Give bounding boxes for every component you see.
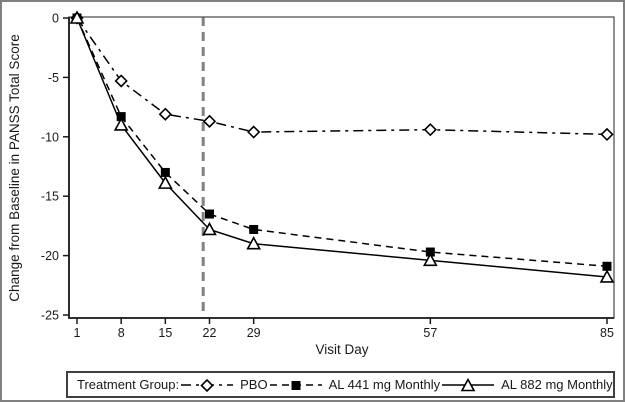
x-tick-label: 8 (118, 326, 125, 340)
legend-key-pbo (181, 378, 234, 392)
y-tick-label: -20 (41, 249, 59, 263)
axis-lines (68, 17, 614, 319)
triangle-marker (422, 252, 438, 267)
diamond-marker (200, 378, 214, 392)
legend-label-pbo: PBO (240, 377, 268, 392)
legend-entry-al-882-mg-monthly: AL 882 mg Monthly (440, 377, 613, 393)
series-line-al-441-mg-monthly (76, 17, 608, 268)
y-axis-title: Change from Baseline in PANSS Total Scor… (7, 34, 22, 301)
triangle-marker (69, 10, 85, 24)
x-tick-label: 1 (74, 326, 81, 340)
diamond-marker (114, 74, 128, 88)
square-marker (116, 112, 126, 122)
diamond-marker (247, 125, 261, 139)
diamond-marker (158, 107, 172, 121)
diamond-marker (600, 127, 614, 142)
legend-key-al-882-mg-monthly (442, 377, 495, 391)
plot-frame (68, 16, 615, 319)
x-tick-label: 22 (203, 326, 217, 340)
square-marker (602, 261, 612, 271)
series-line-al-882-mg-monthly (76, 17, 608, 278)
triangle-marker (246, 236, 262, 250)
square-marker (160, 167, 170, 177)
triangle-marker (460, 377, 476, 391)
y-tick-label: -5 (48, 71, 59, 85)
triangle-marker (157, 175, 173, 189)
square-marker (249, 224, 259, 234)
legend-key-al-441-mg-monthly (269, 380, 322, 390)
series-line-pbo (76, 17, 608, 136)
y-tick-label: -10 (41, 130, 59, 144)
legend-entry-al-441-mg-monthly: AL 441 mg Monthly (268, 377, 441, 393)
x-tick-label: 29 (247, 326, 261, 340)
plot-layer: 0 -5 -10 -15 -20 -25 1 8 15 22 29 57 85 (41, 10, 615, 340)
x-tick-label: 85 (600, 326, 614, 340)
y-tick-label: -15 (41, 190, 59, 204)
y-tick-label: -25 (41, 309, 59, 323)
diamond-marker (423, 123, 437, 137)
square-marker (425, 247, 435, 257)
legend-label-al-441-mg-monthly: AL 441 mg Monthly (328, 377, 441, 392)
triangle-marker (113, 117, 129, 131)
y-tick-label: 0 (52, 12, 59, 26)
triangle-marker (202, 221, 217, 236)
legend-box: Treatment Group: PBO AL 441 mg Monthly AL … (66, 371, 615, 398)
x-axis-title: Visit Day (315, 342, 368, 357)
diamond-marker (202, 114, 217, 128)
square-marker (205, 209, 214, 219)
legend-entry-pbo: PBO (179, 377, 268, 393)
x-tick-label: 57 (423, 326, 437, 340)
triangle-marker (599, 269, 615, 283)
x-tick-label: 15 (158, 326, 172, 340)
legend-title: Treatment Group: (77, 377, 180, 392)
legend-label-al-882-mg-monthly: AL 882 mg Monthly (501, 377, 613, 392)
square-marker (291, 380, 301, 390)
